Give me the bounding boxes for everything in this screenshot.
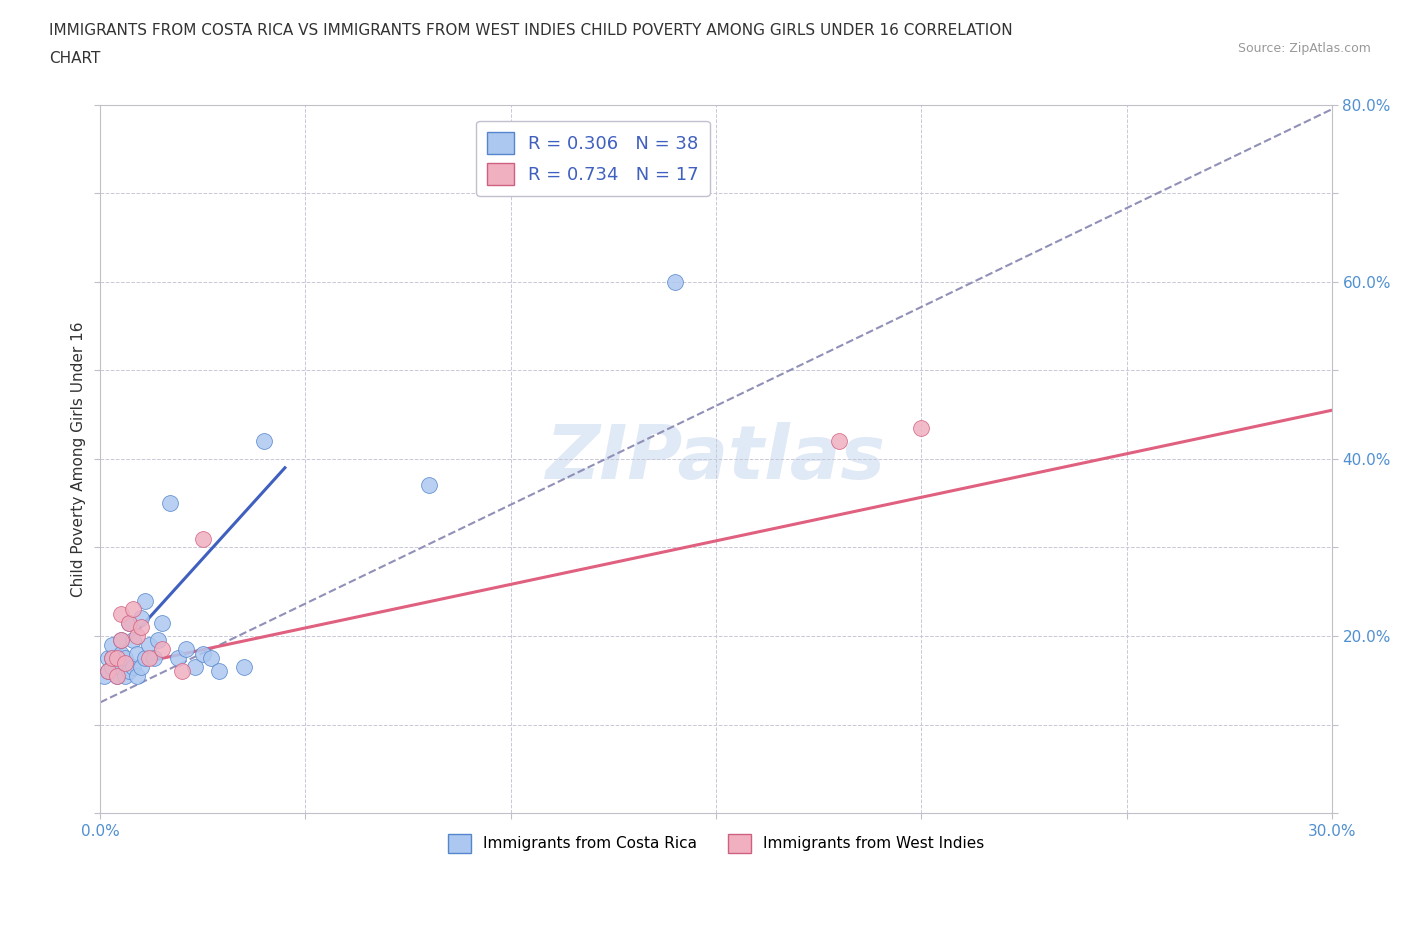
Point [105, 669, 128, 684]
Point [910, 420, 932, 435]
Point [129, 659, 152, 674]
Point [146, 633, 169, 648]
Point [114, 651, 136, 666]
Point [110, 659, 132, 674]
Text: Source: ZipAtlas.com: Source: ZipAtlas.com [1237, 42, 1371, 55]
Point [159, 496, 181, 511]
Point [129, 611, 152, 626]
Point [142, 651, 165, 666]
Point [101, 637, 124, 652]
Point [176, 642, 198, 657]
Point [138, 637, 160, 652]
Point [232, 659, 254, 674]
Point [93, 669, 115, 684]
Point [138, 651, 160, 666]
Point [418, 478, 440, 493]
Point [150, 616, 173, 631]
Point [110, 633, 132, 648]
Point [172, 664, 194, 679]
Point [118, 664, 141, 679]
Point [127, 669, 149, 684]
Text: ZIPatlas: ZIPatlas [546, 422, 886, 496]
Point [105, 651, 128, 666]
Point [122, 659, 145, 674]
Point [134, 651, 156, 666]
Point [167, 651, 190, 666]
Point [191, 646, 214, 661]
Legend: Immigrants from Costa Rica, Immigrants from West Indies: Immigrants from Costa Rica, Immigrants f… [441, 828, 990, 858]
Point [191, 531, 214, 546]
Y-axis label: Child Poverty Among Girls Under 16: Child Poverty Among Girls Under 16 [72, 321, 86, 597]
Point [134, 593, 156, 608]
Point [183, 659, 205, 674]
Point [208, 664, 231, 679]
Point [101, 651, 124, 666]
Point [101, 659, 124, 674]
Point [127, 646, 149, 661]
Point [150, 642, 173, 657]
Point [129, 619, 152, 634]
Point [110, 646, 132, 661]
Point [122, 633, 145, 648]
Point [200, 651, 222, 666]
Text: CHART: CHART [49, 51, 101, 66]
Point [97, 651, 120, 666]
Point [118, 616, 141, 631]
Text: IMMIGRANTS FROM COSTA RICA VS IMMIGRANTS FROM WEST INDIES CHILD POVERTY AMONG GI: IMMIGRANTS FROM COSTA RICA VS IMMIGRANTS… [49, 23, 1012, 38]
Point [114, 655, 136, 670]
Point [105, 669, 128, 684]
Point [664, 274, 686, 289]
Point [127, 629, 149, 644]
Point [110, 606, 132, 621]
Point [118, 616, 141, 631]
Point [122, 602, 145, 617]
Point [97, 664, 120, 679]
Point [105, 651, 128, 666]
Point [110, 633, 132, 648]
Point [114, 669, 136, 684]
Point [101, 651, 124, 666]
Point [828, 433, 851, 448]
Point [97, 664, 120, 679]
Point [253, 433, 276, 448]
